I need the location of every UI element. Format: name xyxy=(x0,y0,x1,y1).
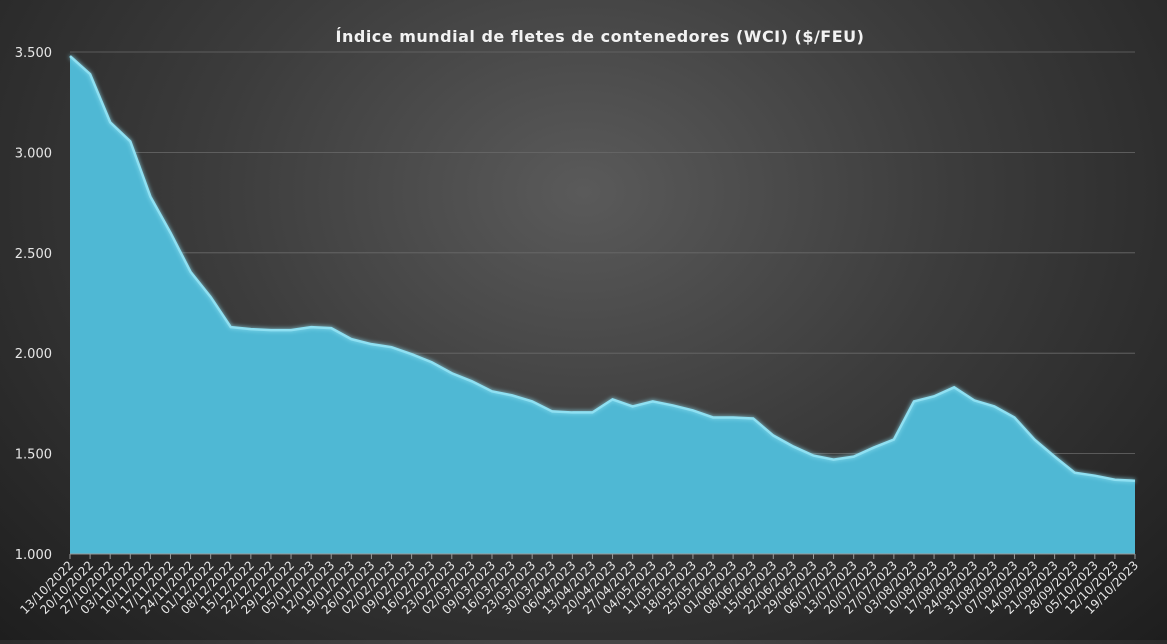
chart-title: Índice mundial de fletes de contenedores… xyxy=(335,27,865,46)
y-tick-label: 2.500 xyxy=(15,247,52,262)
y-tick-label: 3.000 xyxy=(15,146,52,161)
y-tick-label: 3.500 xyxy=(15,46,52,61)
y-tick-label: 1.500 xyxy=(15,448,52,463)
area-fill xyxy=(70,56,1135,555)
area-edge-line xyxy=(69,55,1136,482)
y-tick-label: 1.000 xyxy=(15,548,52,563)
y-tick-label: 2.000 xyxy=(15,347,52,362)
